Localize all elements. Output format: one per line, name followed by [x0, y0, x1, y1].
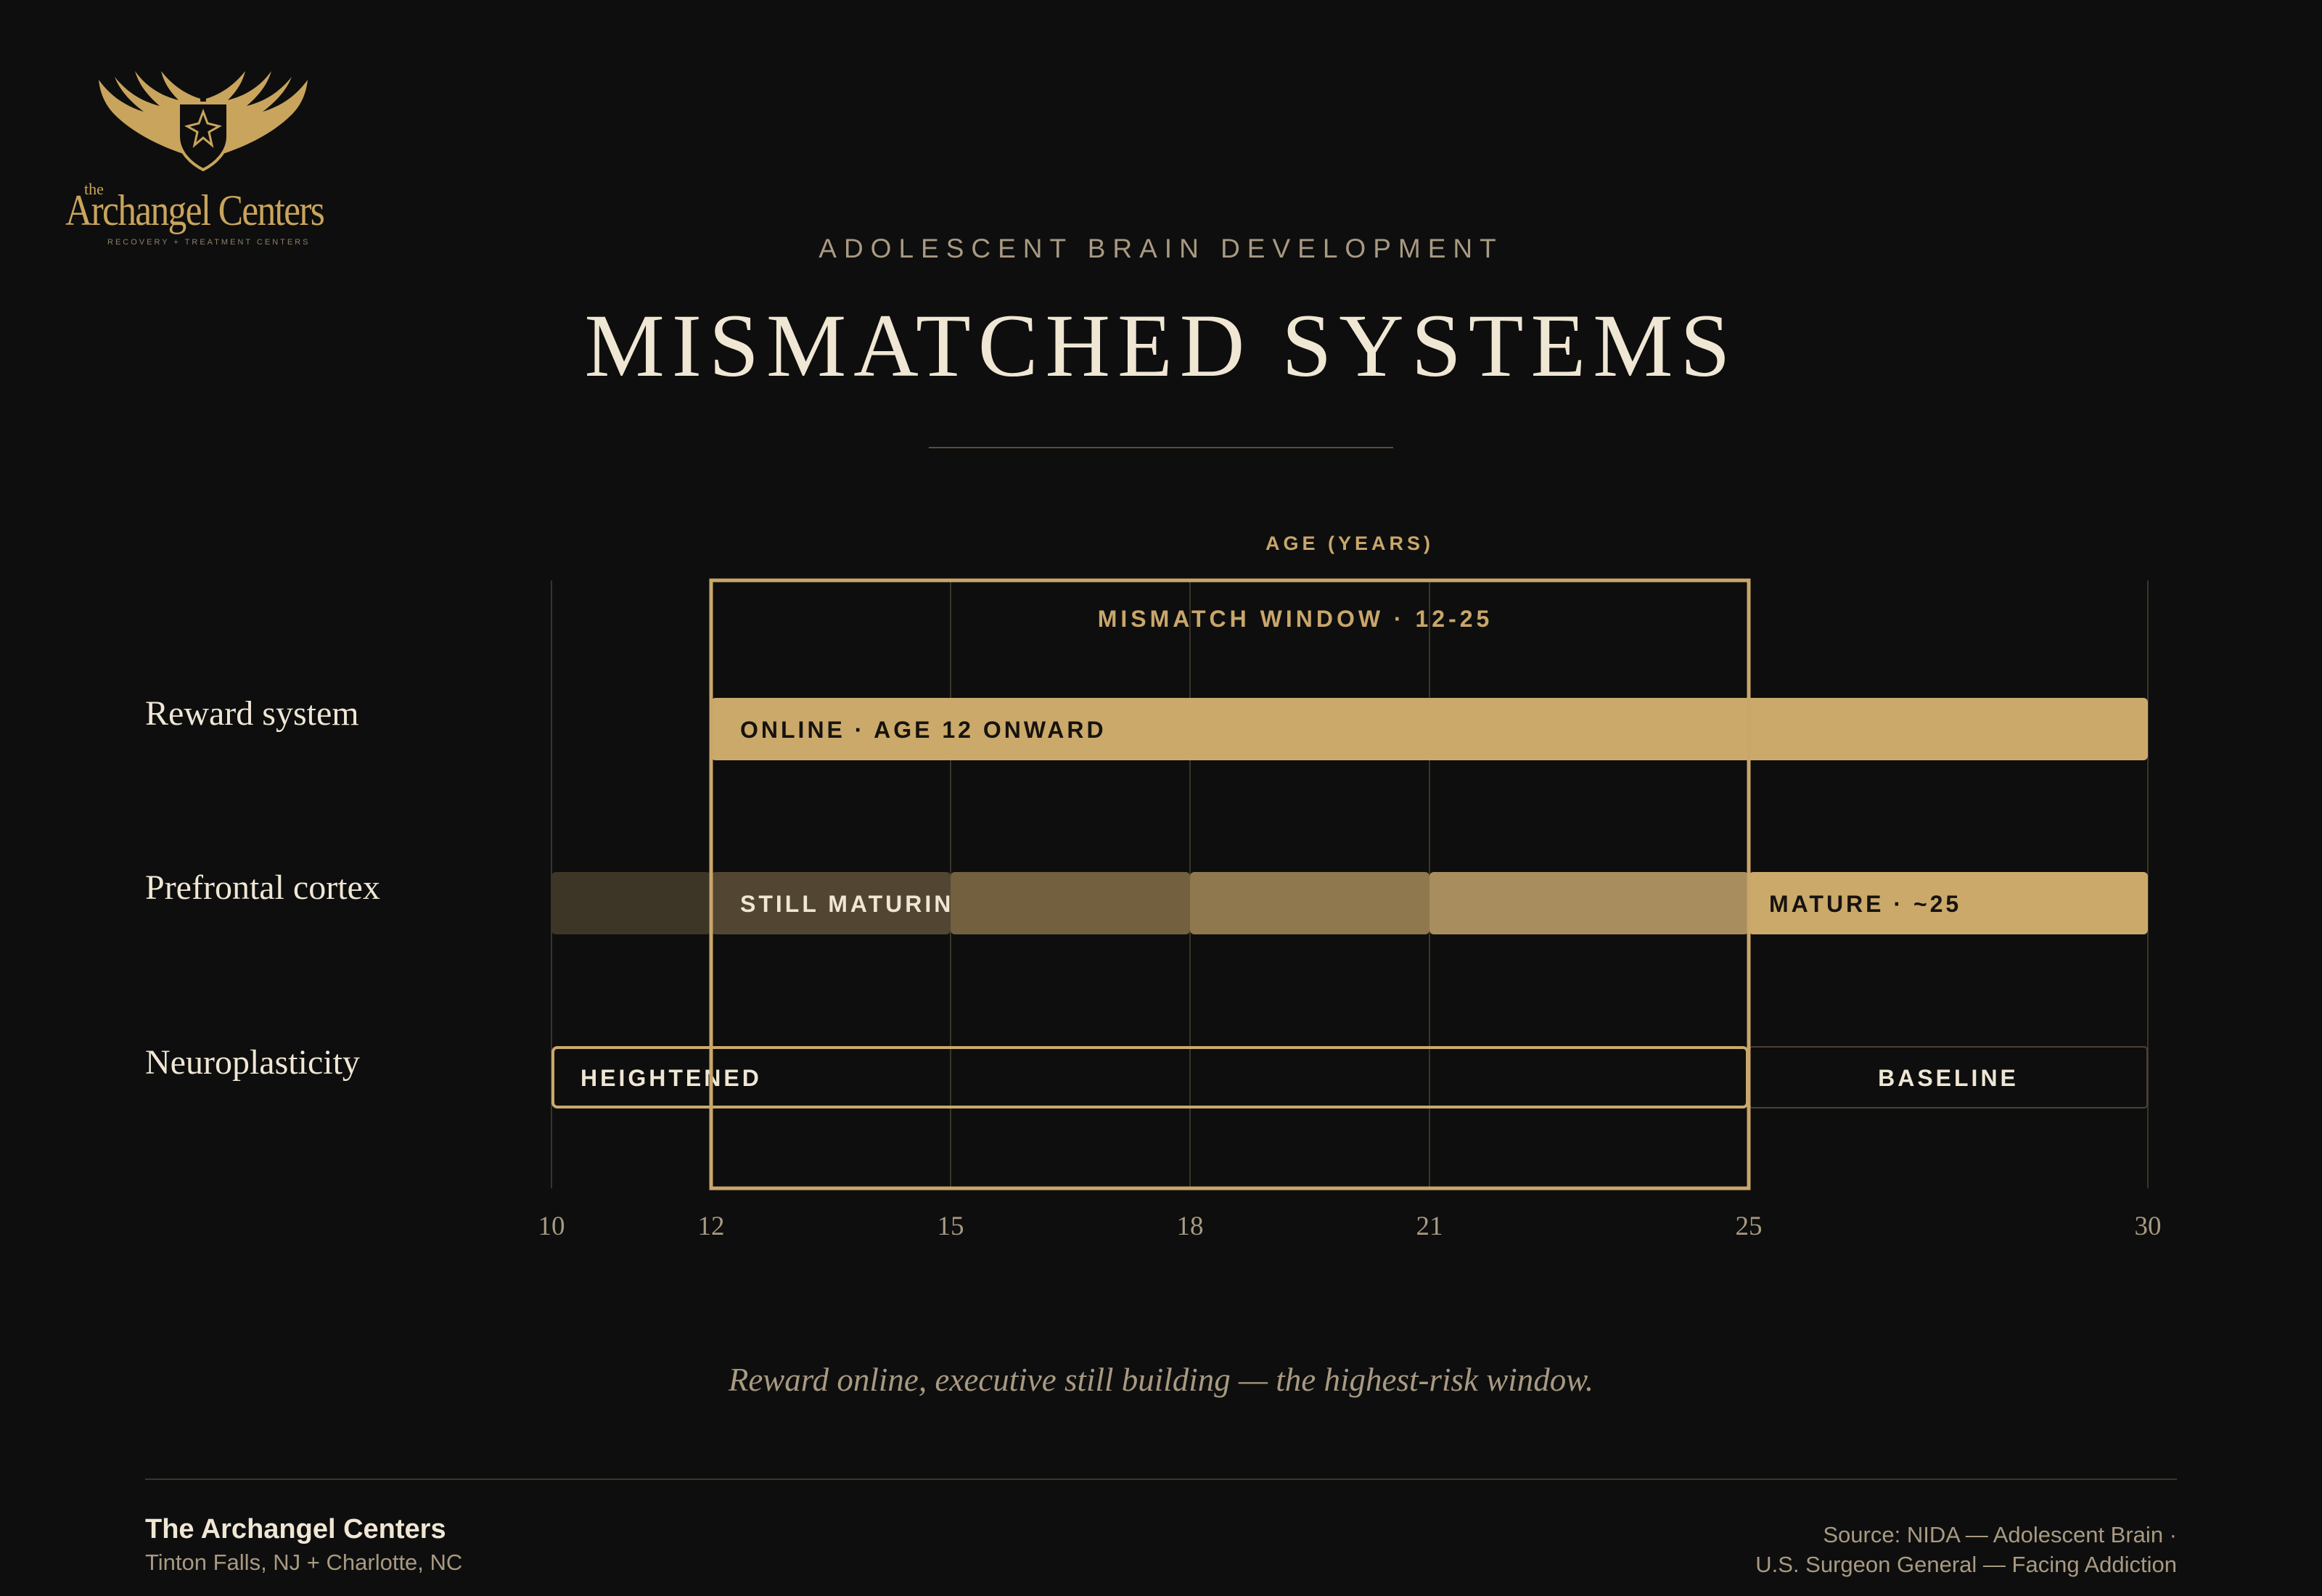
x-tick-label-18: 18 [1177, 1212, 1204, 1241]
bar-prefrontal-cortex-15-18 [951, 872, 1190, 934]
x-tick-label-12: 12 [698, 1212, 725, 1241]
bar-reward-system-12-30 [711, 698, 2148, 760]
title-divider [929, 447, 1393, 448]
mismatch-window-outline [709, 578, 1751, 1190]
bar-prefrontal-cortex-21-25 [1429, 872, 1749, 934]
footer-org-name: The Archangel Centers [145, 1514, 446, 1544]
row-label-reward-system: Reward system [145, 694, 359, 733]
footer-source-line-1: Source: NIDA — Adolescent Brain · [1823, 1522, 2177, 1547]
timeline-chart: 10 12 15 18 21 25 30 ONLINE · AGE 12 ONWARD STIL… [538, 578, 2162, 1241]
bar-label-prefrontal-cortex-mature-25: MATURE · ~25 [1769, 891, 1961, 917]
x-tick-label-30: 30 [2135, 1212, 2162, 1241]
footer-divider [145, 1478, 2177, 1480]
page-kicker: ADOLESCENT BRAIN DEVELOPMENT [819, 234, 1503, 263]
bar-prefrontal-cortex-25-30 [1749, 872, 2148, 934]
winged-shield-icon [99, 71, 308, 172]
bar-label-neuroplasticity-baseline: BASELINE [1878, 1065, 2019, 1091]
brand-logo: the Archangel Centers RECOVERY + TREATME… [58, 51, 348, 254]
x-axis-title: AGE (YEARS) [1265, 532, 1435, 554]
x-tick-label-10: 10 [538, 1212, 565, 1241]
bar-label-neuroplasticity-heightened: HEIGHTENED [580, 1065, 762, 1091]
bar-prefrontal-cortex-12-15 [711, 872, 951, 934]
logo-text-the: the [84, 180, 104, 198]
x-tick-label-25: 25 [1736, 1212, 1763, 1241]
bar-label-reward-system-online-age-12-onward: ONLINE · AGE 12 ONWARD [740, 717, 1107, 743]
row-label-neuroplasticity: Neuroplasticity [145, 1043, 360, 1082]
footer-locations: Tinton Falls, NJ + Charlotte, NC [145, 1550, 463, 1575]
bar-label-prefrontal-cortex-still-maturing: STILL MATURING [740, 891, 975, 917]
logo-tagline: RECOVERY + TREATMENT CENTERS [107, 238, 311, 247]
x-tick-label-21: 21 [1416, 1212, 1443, 1241]
footer-source-line-2: U.S. Surgeon General — Facing Addiction [1755, 1552, 2177, 1577]
bar-prefrontal-cortex-10-12 [551, 872, 711, 934]
x-tick-label-15: 15 [938, 1212, 964, 1241]
logo-text-name: Archangel Centers [65, 186, 325, 234]
footer-sources: Source: NIDA — Adolescent Brain · U.S. S… [1755, 1520, 2177, 1579]
bar-prefrontal-cortex-18-21 [1190, 872, 1429, 934]
row-label-prefrontal-cortex: Prefrontal cortex [145, 868, 380, 907]
page-title: MISMATCHED SYSTEMS [584, 296, 1738, 395]
chart-caption: Reward online, executive still building … [728, 1362, 1594, 1398]
mismatch-window-label: MISMATCH WINDOW · 12-25 [1098, 606, 1493, 632]
